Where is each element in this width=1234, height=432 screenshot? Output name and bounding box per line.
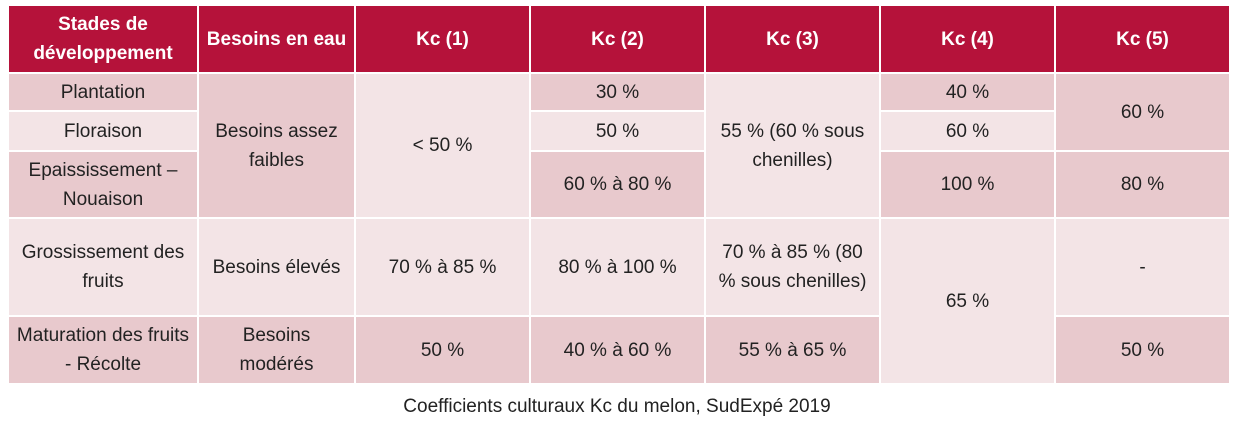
header-cell: Kc (5) [1054, 4, 1231, 74]
cell: 60 % [1054, 72, 1231, 152]
kc-table: Stades de développement Besoins en eau K… [7, 4, 1231, 385]
header-cell: Kc (1) [354, 4, 531, 74]
cell: 30 % [529, 72, 706, 112]
cell: < 50 % [354, 72, 531, 219]
cell: 55 % à 65 % [704, 315, 881, 385]
cell: Besoins élevés [197, 217, 356, 317]
cell: 60 % à 80 % [529, 150, 706, 219]
row: Grossissement des fruits Besoins élevés … [7, 217, 1231, 385]
cell: - [1054, 217, 1231, 317]
cell: Maturation des fruits - Récolte [7, 315, 199, 385]
cell: 70 % à 85 % [354, 217, 531, 317]
caption: Coefficients culturaux Kc du melon, SudE… [403, 396, 831, 417]
cell: 50 % [529, 110, 706, 152]
header-row: Stades de développement Besoins en eau K… [7, 4, 1231, 74]
cell: 65 % [879, 217, 1056, 385]
cell: 50 % [354, 315, 531, 385]
cell: Besoins assez faibles [197, 72, 356, 219]
header-cell: Besoins en eau [197, 4, 356, 74]
row: Floraison 50 % 60 % [7, 110, 1230, 152]
cell: 70 % à 85 % (80 % sous chenilles) [704, 217, 881, 317]
header-cell: Kc (4) [879, 4, 1056, 74]
cell: Besoins modérés [197, 315, 356, 385]
cell: Epaississement – Nouaison [7, 150, 199, 219]
cell: 60 % [879, 110, 1056, 152]
row: Maturation des fruits - Récolte Besoins … [7, 315, 1231, 385]
cell: 40 % à 60 % [529, 315, 706, 385]
row: Plantation Besoins assez faibles < 50 % … [7, 72, 1231, 219]
header-cell: Kc (3) [704, 4, 881, 74]
cell: Grossissement des fruits [7, 217, 199, 317]
cell: 50 % [1054, 315, 1231, 385]
cell: 40 % [879, 72, 1056, 112]
cell: 80 % à 100 % [529, 217, 706, 317]
row: Epaississement – Nouaison 60 % à 80 % 10… [7, 150, 1231, 219]
cell: 80 % [1054, 150, 1231, 219]
cell: Plantation [7, 72, 199, 112]
cell: Floraison [7, 110, 199, 152]
cell: 100 % [879, 150, 1056, 219]
header-cell: Kc (2) [529, 4, 706, 74]
cell: 55 % (60 % sous chenilles) [704, 72, 881, 219]
header-cell: Stades de développement [7, 4, 199, 74]
